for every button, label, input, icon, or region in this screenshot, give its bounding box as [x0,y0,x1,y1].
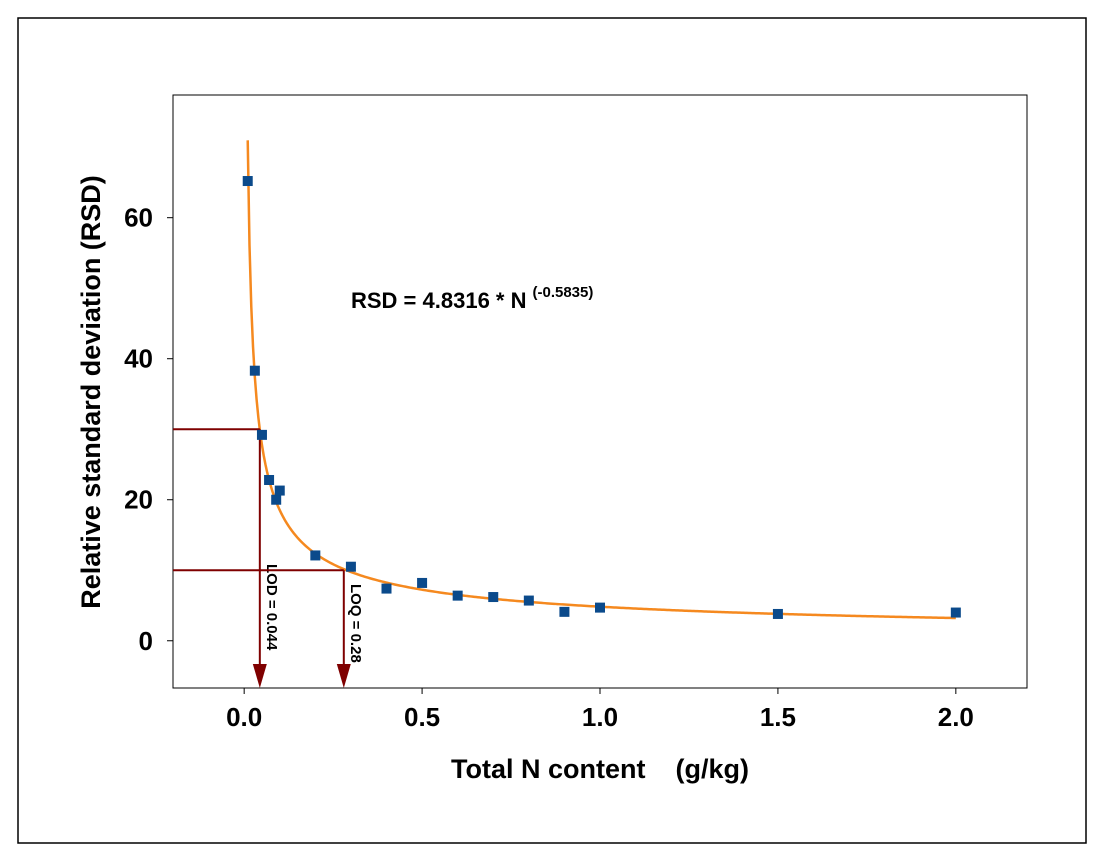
data-point [249,365,260,376]
data-point [452,590,463,601]
data-point [950,607,961,618]
y-axis-label: Relative standard deviation (RSD) [76,175,106,609]
plot-area [172,94,1028,689]
lod-arrowhead [252,664,267,688]
fit-equation-exponent: (-0.5835) [532,284,593,301]
fit-equation-text: RSD = 4.8316 * N [351,288,526,313]
frame [17,17,1087,844]
y-tick-label: 40 [124,344,153,374]
fit-equation: RSD = 4.8316 * N (-0.5835) [351,284,593,313]
y-tick-label: 20 [124,485,153,515]
x-tick-label: 1.5 [760,702,796,732]
loq-arrowhead [336,664,351,688]
data-point [310,550,321,561]
x-axis-label: Total N content (g/kg) [451,754,749,784]
data-point [523,595,534,606]
x-tick-label: 0.0 [226,702,262,732]
data-point [417,577,428,588]
data-point [256,429,267,440]
x-tick-label: 1.0 [582,702,618,732]
data-point [559,606,570,617]
data-point [595,602,605,613]
loq-label: LOQ = 0.28 [347,584,364,663]
data-point [274,485,285,496]
lod-label: LOD = 0.044 [263,564,280,651]
data-point [264,474,275,485]
data-point [242,176,253,187]
x-tick-label: 0.5 [404,702,440,732]
fit-curve [246,140,956,620]
data-point [345,561,356,572]
x-tick-label: 2.0 [938,702,974,732]
data-point [772,608,783,619]
y-tick-label: 60 [124,203,153,233]
data-point [488,592,499,603]
y-tick-label: 0 [139,626,153,656]
data-point [381,583,392,594]
data-point [271,494,282,505]
